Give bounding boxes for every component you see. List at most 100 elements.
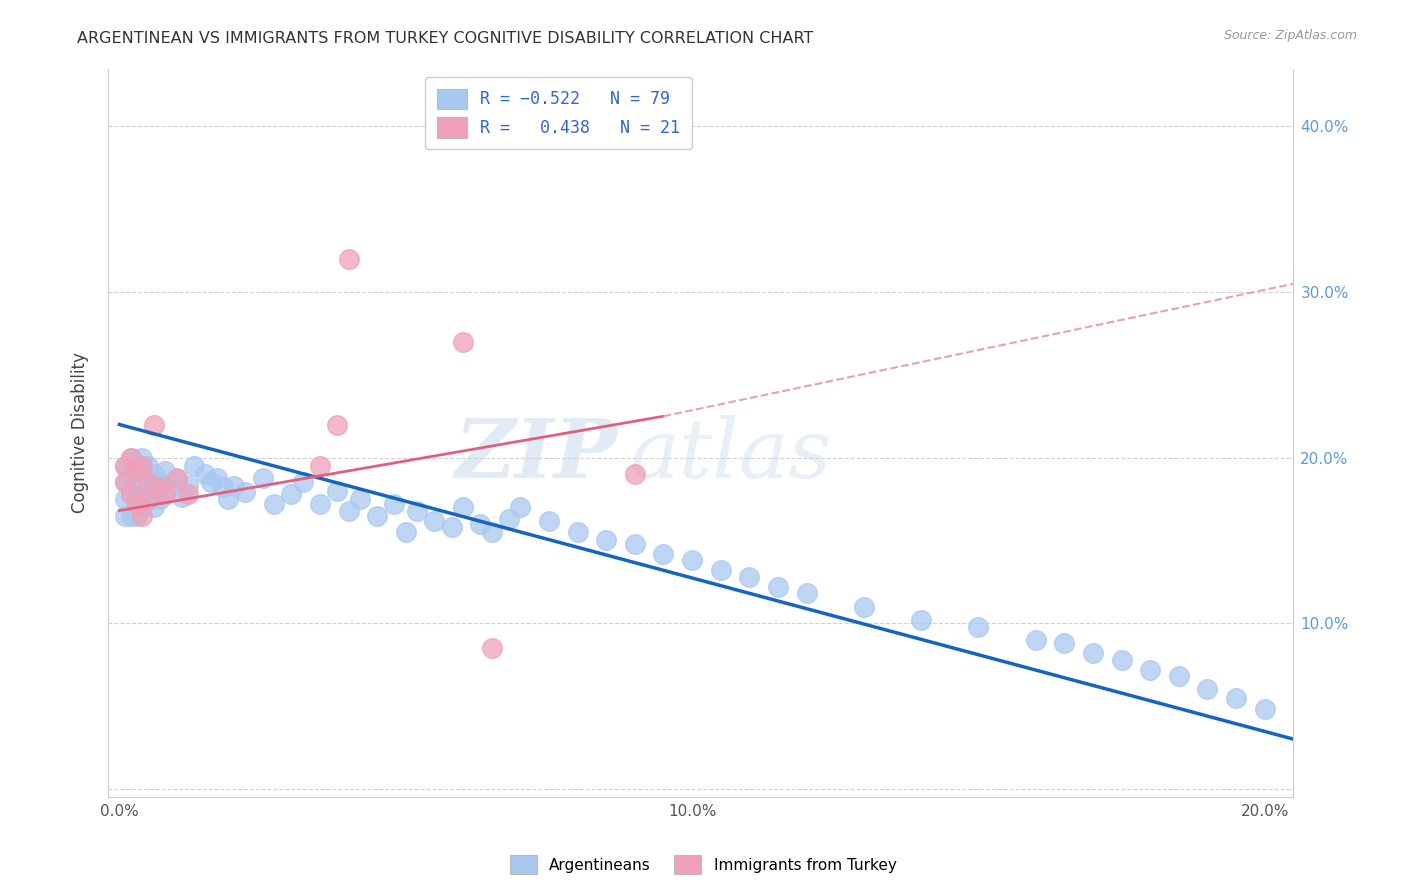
Point [349, 491, 371, 506]
Point [155, 487, 177, 501]
Point [155, 464, 177, 478]
Point [1254, 702, 1277, 716]
Point [263, 497, 285, 511]
Point [423, 514, 446, 528]
Point [481, 641, 503, 656]
Point [166, 470, 188, 484]
Point [125, 497, 148, 511]
Point [326, 483, 349, 498]
Point [131, 458, 153, 473]
Point [235, 485, 257, 500]
Point [910, 613, 932, 627]
Point [142, 467, 165, 482]
Point [211, 480, 233, 494]
Point [395, 525, 418, 540]
Point [451, 334, 474, 349]
Point [125, 464, 148, 478]
Point [326, 417, 349, 432]
Point [509, 500, 531, 515]
Point [136, 491, 159, 506]
Point [131, 508, 153, 523]
Text: Source: ZipAtlas.com: Source: ZipAtlas.com [1223, 29, 1357, 42]
Point [291, 475, 314, 490]
Point [136, 491, 159, 506]
Point [114, 458, 136, 473]
Point [114, 458, 136, 473]
Point [1225, 690, 1247, 705]
Point [125, 508, 148, 523]
Point [567, 525, 589, 540]
Point [120, 508, 142, 523]
Point [1167, 669, 1189, 683]
Point [222, 479, 245, 493]
Point [120, 450, 142, 465]
Point [172, 491, 194, 505]
Point [148, 475, 170, 490]
Point [155, 487, 177, 501]
Point [136, 458, 159, 473]
Point [136, 475, 159, 490]
Point [120, 483, 142, 498]
Point [624, 467, 647, 482]
Y-axis label: Cognitive Disability: Cognitive Disability [72, 352, 89, 513]
Point [470, 516, 492, 531]
Point [595, 533, 617, 548]
Text: atlas: atlas [630, 415, 832, 495]
Point [217, 491, 239, 506]
Point [681, 553, 703, 567]
Point [280, 487, 302, 501]
Point [852, 599, 875, 614]
Point [309, 458, 332, 473]
Point [166, 472, 188, 486]
Point [114, 475, 136, 490]
Point [120, 467, 142, 482]
Point [1081, 646, 1104, 660]
Legend: Argentineans, Immigrants from Turkey: Argentineans, Immigrants from Turkey [503, 849, 903, 880]
Point [796, 586, 818, 600]
Point [710, 563, 733, 577]
Point [1139, 663, 1161, 677]
Point [967, 619, 990, 633]
Point [200, 475, 222, 490]
Point [440, 520, 463, 534]
Point [183, 458, 205, 473]
Point [131, 483, 153, 498]
Point [309, 497, 332, 511]
Point [125, 475, 148, 490]
Point [406, 503, 429, 517]
Point [160, 479, 183, 493]
Point [205, 470, 228, 484]
Point [142, 417, 165, 432]
Point [1025, 632, 1047, 647]
Point [177, 487, 200, 501]
Point [652, 547, 675, 561]
Point [1111, 653, 1133, 667]
Point [142, 500, 165, 515]
Point [125, 491, 148, 506]
Point [114, 491, 136, 506]
Point [382, 497, 405, 511]
Point [148, 480, 170, 494]
Legend: R = −0.522   N = 79, R =   0.438   N = 21: R = −0.522 N = 79, R = 0.438 N = 21 [425, 77, 692, 149]
Point [194, 467, 217, 482]
Point [366, 508, 388, 523]
Point [337, 252, 360, 266]
Point [136, 475, 159, 490]
Point [624, 537, 647, 551]
Point [131, 500, 153, 515]
Point [738, 570, 761, 584]
Point [120, 487, 142, 501]
Point [148, 491, 170, 506]
Point [131, 450, 153, 465]
Point [1197, 682, 1219, 697]
Point [125, 458, 148, 473]
Point [451, 500, 474, 515]
Point [337, 503, 360, 517]
Point [537, 514, 560, 528]
Point [114, 475, 136, 490]
Point [1053, 636, 1076, 650]
Point [481, 525, 503, 540]
Text: ARGENTINEAN VS IMMIGRANTS FROM TURKEY COGNITIVE DISABILITY CORRELATION CHART: ARGENTINEAN VS IMMIGRANTS FROM TURKEY CO… [77, 31, 814, 46]
Point [114, 508, 136, 523]
Point [177, 479, 200, 493]
